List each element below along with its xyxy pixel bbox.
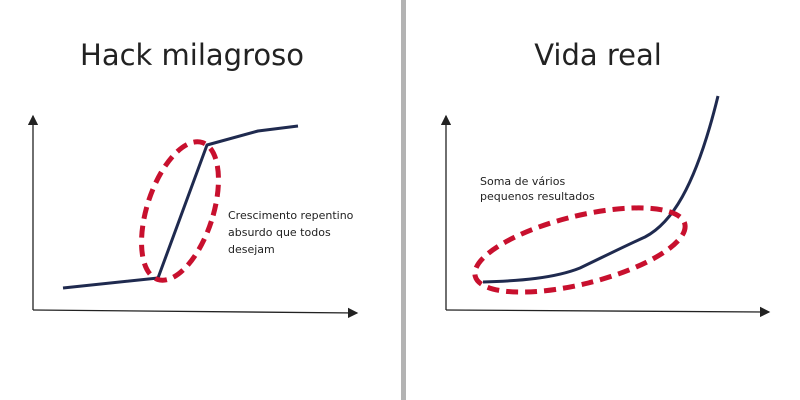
panel-title: Hack milagroso xyxy=(80,38,304,72)
curve xyxy=(62,124,299,290)
annotation: pequenos resultados xyxy=(480,190,595,203)
x-axis xyxy=(32,307,359,319)
panel-title: Vida real xyxy=(534,38,662,72)
divider xyxy=(401,0,406,400)
x-axis xyxy=(445,306,771,318)
annotation: Soma de vários xyxy=(480,175,565,188)
highlight xyxy=(139,139,221,283)
annotation: Crescimento repentino xyxy=(228,209,354,222)
annotation: absurdo que todos xyxy=(228,226,331,239)
highlight xyxy=(472,205,688,295)
annotation: desejam xyxy=(228,243,275,256)
curve xyxy=(482,95,720,284)
